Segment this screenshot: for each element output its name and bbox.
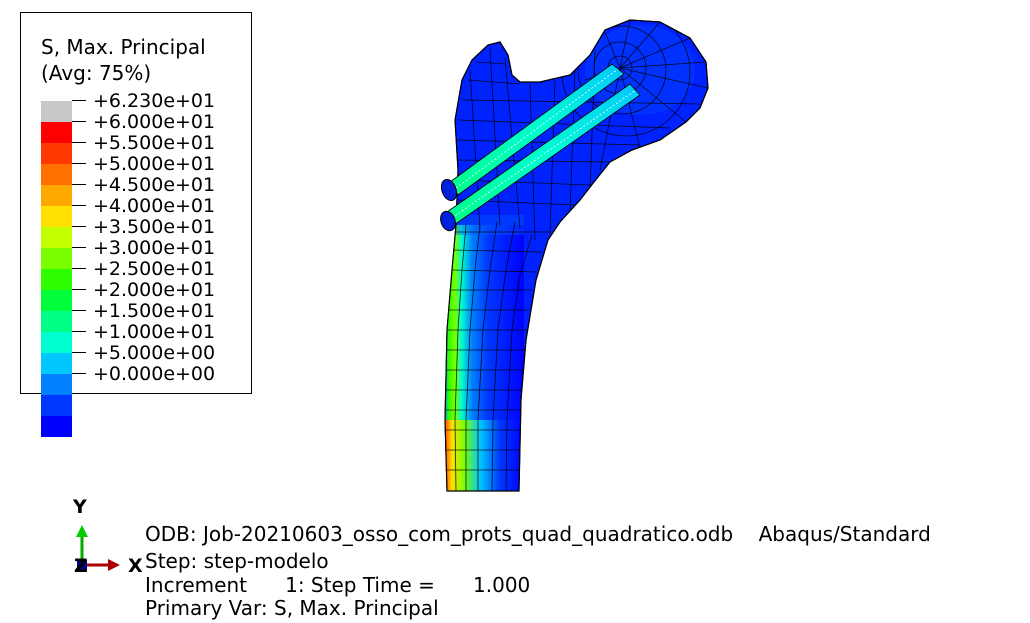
colorbar-segment — [41, 332, 72, 353]
colorbar-segment — [41, 311, 72, 332]
femur-mesh — [444, 19, 709, 492]
legend-tick: +1.000e+01 — [72, 321, 252, 343]
colorbar-segment — [41, 416, 72, 437]
legend-averaging-label: (Avg: 75%) — [41, 61, 152, 85]
legend-tick-label: +0.000e+00 — [93, 363, 216, 385]
colorbar-segment — [41, 269, 72, 290]
legend-tick-label: +5.000e+01 — [93, 153, 216, 175]
legend-tick-mark — [72, 121, 86, 122]
legend-tick: +6.000e+01 — [72, 111, 252, 133]
screw-lower — [440, 83, 641, 232]
legend-tick-mark — [72, 331, 86, 332]
legend-tick: +4.000e+01 — [72, 195, 252, 217]
legend-tick-mark — [72, 142, 86, 143]
increment-info-line: Increment 1: Step Time = 1.000 — [145, 573, 531, 597]
legend-title: S, Max. Principal — [41, 35, 206, 59]
legend-tick-label: +3.500e+01 — [93, 216, 216, 238]
legend-tick: +1.500e+01 — [72, 300, 252, 322]
legend-tick-label: +2.500e+01 — [93, 258, 216, 280]
legend-tick: +2.500e+01 — [72, 258, 252, 280]
legend-tick-label: +5.500e+01 — [93, 132, 216, 154]
legend-tick-mark — [72, 268, 86, 269]
primary-var-info-line: Primary Var: S, Max. Principal — [145, 596, 439, 620]
legend-tick-mark — [72, 352, 86, 353]
x-axis-label: X — [128, 555, 143, 577]
legend-tick: +5.500e+01 — [72, 132, 252, 154]
legend-tick: +2.000e+01 — [72, 279, 252, 301]
odb-info-line: ODB: Job-20210603_osso_com_prots_quad_qu… — [145, 522, 931, 546]
colorbar-segment — [41, 143, 72, 164]
colorbar-segment — [41, 122, 72, 143]
legend-tick-mark — [72, 226, 86, 227]
legend-tick-label: +6.000e+01 — [93, 111, 216, 133]
y-axis-label: Y — [73, 496, 87, 518]
z-axis-marker — [77, 560, 87, 570]
colorbar-segment — [41, 353, 72, 374]
legend-tick-label: +3.000e+01 — [93, 237, 216, 259]
colorbar-segment — [41, 395, 72, 416]
legend-tick-label: +5.000e+00 — [93, 342, 216, 364]
legend-tick: +5.000e+01 — [72, 153, 252, 175]
colorbar-segment — [41, 227, 72, 248]
legend-tick-mark — [72, 163, 86, 164]
colorbar-segment — [41, 164, 72, 185]
legend-tick: +3.500e+01 — [72, 216, 252, 238]
legend-tick: +5.000e+00 — [72, 342, 252, 364]
legend-tick-label: +1.000e+01 — [93, 321, 216, 343]
colorbar-segment — [41, 185, 72, 206]
colorbar-segment — [41, 248, 72, 269]
step-info-line: Step: step-modelo — [145, 549, 329, 573]
colorbar-segment — [41, 290, 72, 311]
axis-triad: Y X Z — [60, 495, 145, 580]
legend-tick-label: +4.000e+01 — [93, 195, 216, 217]
legend-tick-label: +6.230e+01 — [93, 90, 216, 112]
legend-tick: +3.000e+01 — [72, 237, 252, 259]
legend-colorbar — [41, 101, 72, 437]
legend-tick: +6.230e+01 — [72, 90, 252, 112]
legend-tick-mark — [72, 289, 86, 290]
legend-tick: +4.500e+01 — [72, 174, 252, 196]
contour-legend: S, Max. Principal (Avg: 75%) +6.230e+01 +… — [20, 12, 252, 437]
screw-upper — [440, 63, 625, 202]
legend-tick: +0.000e+00 — [72, 363, 252, 385]
legend-tick-mark — [72, 100, 86, 101]
legend-tick-label: +4.500e+01 — [93, 174, 216, 196]
legend-tick-mark — [72, 205, 86, 206]
legend-tick-label: +1.500e+01 — [93, 300, 216, 322]
legend-tick-mark — [72, 184, 86, 185]
colorbar-segment — [41, 206, 72, 227]
colorbar-segment — [41, 101, 72, 122]
z-axis-label: Z — [74, 555, 88, 577]
legend-tick-mark — [72, 373, 86, 374]
legend-tick-mark — [72, 247, 86, 248]
legend-tick-label: +2.000e+01 — [93, 279, 216, 301]
legend-tick-mark — [72, 310, 86, 311]
colorbar-segment — [41, 374, 72, 395]
